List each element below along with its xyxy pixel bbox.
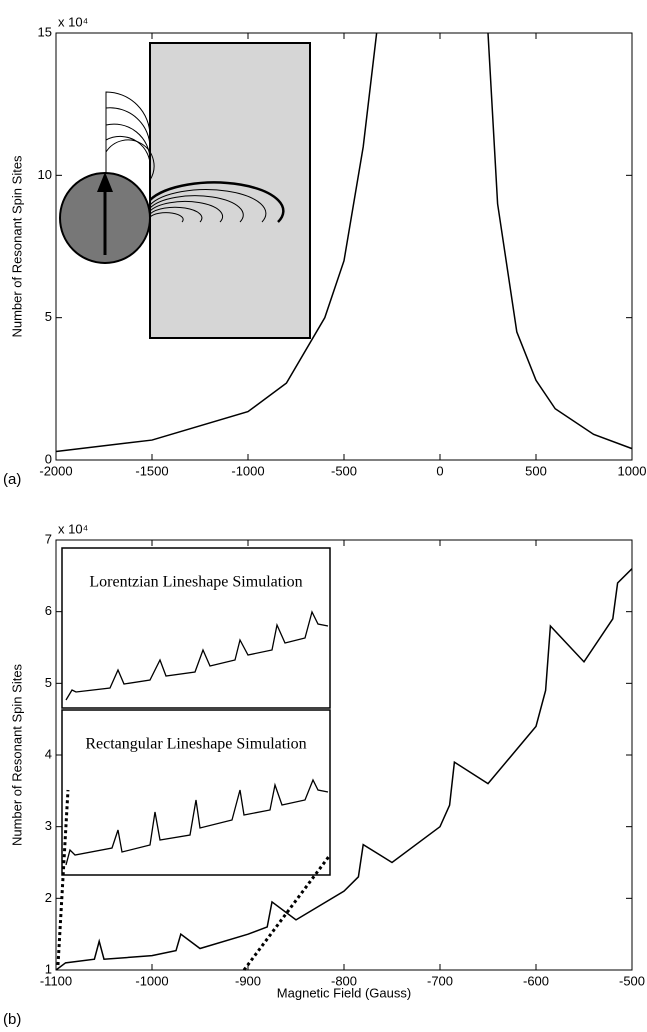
panel-label: (b)	[3, 1011, 21, 1028]
x-tick-label: -1000	[231, 463, 264, 478]
insets	[56, 547, 332, 971]
plot-frame	[55, 32, 633, 461]
y-tick-label: 2	[45, 890, 52, 905]
x-tick-label: -500	[331, 463, 357, 478]
y-tick-label: 10	[38, 167, 52, 182]
x-tick-label: -1000	[135, 973, 168, 988]
x-tick-label: -600	[523, 973, 549, 988]
y-axis-label: Number of Resonant Spin Sites	[9, 663, 24, 846]
y-tick-label: 7	[45, 531, 52, 546]
y-tick-label: 4	[45, 746, 52, 761]
data-line	[55, 32, 633, 453]
inset-diagram	[59, 42, 311, 339]
x-tick-label: -1100	[40, 973, 72, 988]
chart: -1100 -1000 -900 -800 -700 -600 -500 1 2 3 4 5 6 7 x 1…	[3, 521, 645, 1028]
x-tick-label: 500	[525, 463, 547, 478]
x-tick-label: -800	[331, 973, 357, 988]
inset-title: Rectangular Lineshape Simulation	[85, 736, 306, 753]
x-tick-label: -500	[619, 973, 645, 988]
y-tick-label: 0	[45, 451, 52, 466]
x-tick-label: 0	[436, 463, 443, 478]
chart: -2000 -1500 -1000 -500 0 500 1000 0 5 10 15 x 10⁴ Nu…	[3, 14, 646, 488]
y-tick-label: 6	[45, 603, 52, 618]
y-axis-label: Number of Resonant Spin Sites	[9, 155, 24, 338]
data-line	[55, 568, 633, 971]
x-tick-label: -700	[427, 973, 453, 988]
inset-title: Lorentzian Lineshape Simulation	[89, 574, 302, 591]
x-tick-label: -900	[235, 973, 261, 988]
x-tick-label: 1000	[618, 463, 647, 478]
y-tick-label: 5	[45, 675, 52, 690]
x-tick-label: -2000	[39, 463, 72, 478]
y-tick-label: 5	[45, 309, 52, 324]
y-multiplier: x 10⁴	[58, 521, 88, 536]
plot-frame	[55, 539, 633, 971]
x-tick-label: -1500	[135, 463, 168, 478]
y-tick-label: 3	[45, 818, 52, 833]
x-axis-label: Magnetic Field (Gauss)	[277, 985, 411, 1000]
y-tick-label: 1	[45, 961, 52, 976]
y-multiplier: x 10⁴	[58, 14, 88, 29]
y-tick-label: 15	[38, 24, 52, 39]
panel-label: (a)	[3, 471, 21, 488]
